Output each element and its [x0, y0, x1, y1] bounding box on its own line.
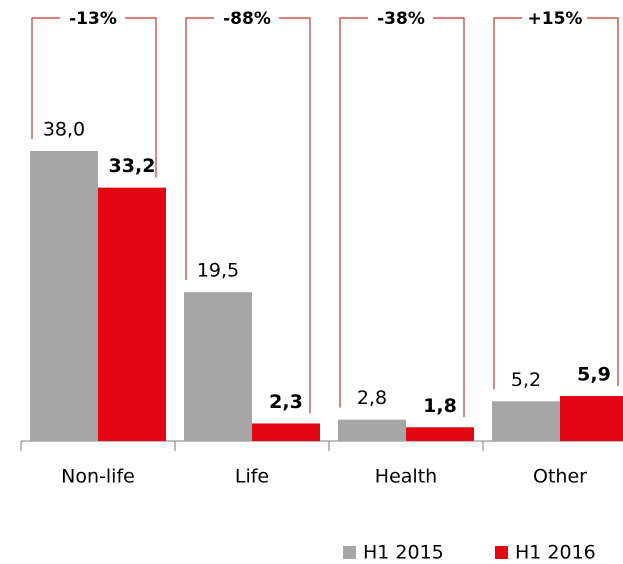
change-label: -38% [377, 9, 425, 29]
x-tick-label: Other [533, 466, 587, 488]
bar [560, 395, 623, 441]
bar [492, 401, 560, 441]
value-label: 2,3 [269, 391, 303, 413]
value-label: 1,8 [423, 395, 457, 417]
bar [98, 187, 166, 441]
legend-swatch [343, 546, 356, 559]
bar [406, 427, 474, 441]
change-bracket [185, 17, 311, 414]
bar [184, 292, 252, 441]
change-label: +15% [528, 9, 583, 29]
legend-label: H1 2015 [363, 542, 444, 564]
value-label: 5,2 [511, 369, 541, 391]
x-tick-label: Non-life [61, 466, 135, 488]
legend-swatch [495, 546, 508, 559]
bar [252, 423, 320, 441]
value-label: 38,0 [43, 119, 85, 141]
value-label: 2,8 [357, 387, 387, 409]
bar [30, 151, 98, 441]
value-label: 19,5 [197, 260, 239, 282]
change-label: -88% [223, 9, 271, 29]
x-tick-label: Life [235, 466, 269, 488]
change-bracket [339, 17, 465, 418]
value-label: 5,9 [577, 363, 611, 385]
legend-label: H1 2016 [515, 542, 596, 564]
change-label: -13% [69, 9, 117, 29]
change-bracket [31, 17, 157, 178]
bar [338, 419, 406, 441]
value-label: 33,2 [109, 155, 156, 177]
x-tick-label: Health [375, 466, 437, 488]
change-bracket [493, 17, 619, 390]
